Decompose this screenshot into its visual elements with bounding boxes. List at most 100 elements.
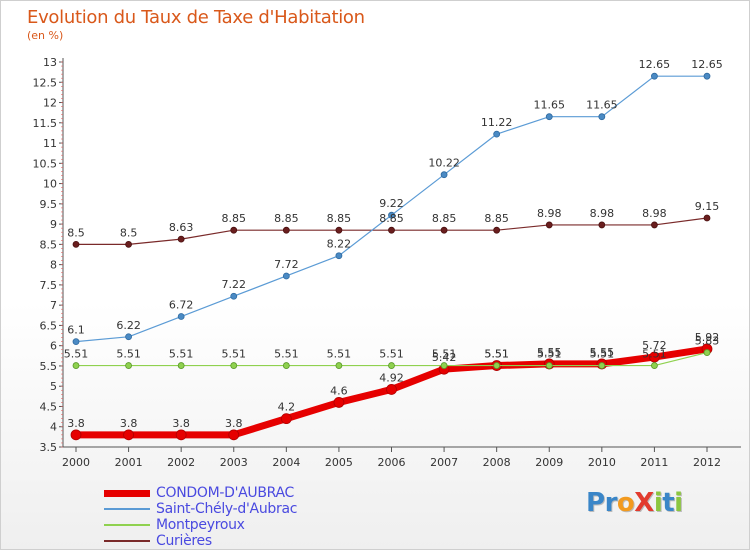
data-point [388, 362, 395, 369]
data-point [598, 362, 606, 369]
data-label: 8.98 [537, 207, 562, 220]
data-label: 8.85 [379, 212, 404, 225]
data-point [230, 226, 238, 234]
data-label: 5.51 [274, 348, 299, 361]
x-tick-label: 2009 [535, 456, 563, 469]
x-tick-label: 2004 [272, 456, 300, 469]
data-label: 5.51 [379, 348, 404, 361]
data-point [440, 362, 448, 369]
data-label: 5.51 [222, 348, 247, 361]
data-point [123, 429, 134, 441]
y-tick-label: 10 [43, 178, 57, 191]
legend-label: Saint-Chély-d'Aubrac [156, 501, 298, 517]
data-point [230, 292, 238, 300]
data-point [493, 226, 501, 234]
series-2 [72, 349, 711, 369]
data-point [598, 113, 606, 121]
axes: 3.5 4 4.5 5 5.5 6 6.5 7 7.5 8 8.5 9 9.5 10 10.5 11 11.5 1… [33, 56, 741, 469]
data-point [545, 221, 553, 229]
data-point [72, 362, 80, 369]
data-label: 11.65 [534, 99, 566, 112]
y-tick-label: 11 [43, 137, 57, 150]
y-tick-label: 12 [43, 97, 57, 110]
data-label: 8.98 [590, 207, 615, 220]
data-point [282, 272, 290, 280]
data-label: 5.51 [327, 348, 352, 361]
data-label: 6.22 [116, 319, 141, 332]
y-tick-label: 6.5 [40, 319, 58, 332]
legend-label: Curières [156, 533, 212, 549]
data-label: 5.55 [537, 346, 562, 359]
x-tick-label: 2001 [115, 456, 143, 469]
legend-label: CONDOM-D'AUBRAC [156, 485, 295, 501]
data-point [703, 72, 711, 80]
data-point [282, 362, 290, 369]
data-label: 5.72 [642, 339, 667, 352]
data-point [703, 214, 711, 222]
x-tick-label: 2000 [62, 456, 90, 469]
data-label: 4.6 [330, 384, 348, 397]
data-label: 5.42 [432, 351, 457, 364]
y-tick-label: 4 [50, 421, 57, 434]
data-label: 3.8 [225, 417, 243, 430]
data-point [703, 349, 711, 356]
y-tick-label: 4.5 [40, 400, 58, 413]
data-label: 9.22 [379, 197, 404, 210]
data-label: 8.85 [327, 212, 352, 225]
data-point [388, 211, 395, 219]
logo-letter: i [674, 488, 683, 518]
data-label: 4.2 [278, 401, 296, 414]
legend-swatch [104, 489, 150, 497]
y-tick-label: 12.5 [33, 76, 58, 89]
y-tick-label: 8 [50, 259, 57, 272]
data-label: 5.55 [590, 346, 615, 359]
data-label: 8.85 [274, 212, 299, 225]
legend-item: Montpeyroux [104, 517, 297, 533]
legend-swatch [104, 508, 150, 510]
data-label: 5.51 [432, 348, 457, 361]
x-tick-label: 2005 [325, 456, 353, 469]
y-tick-label: 9 [50, 218, 57, 231]
data-point [651, 72, 658, 80]
data-point [177, 235, 185, 243]
y-tick-label: 5.5 [40, 360, 58, 373]
logo-letter: r [604, 488, 618, 518]
data-label: 12.65 [639, 58, 671, 71]
data-point [125, 362, 132, 369]
logo-letter: o [616, 488, 635, 518]
data-point [335, 226, 343, 234]
legend-item: Curières [104, 533, 297, 549]
y-tick-label: 10.5 [33, 157, 58, 170]
data-label: 9.15 [695, 200, 720, 213]
data-point [386, 384, 397, 395]
y-tick-label: 9.5 [40, 198, 58, 211]
data-point [598, 221, 606, 229]
series-1 [72, 72, 711, 346]
logo-letter: i [653, 488, 663, 518]
data-point [282, 226, 290, 234]
data-point [493, 362, 501, 369]
data-label: 8.85 [484, 212, 509, 225]
data-label: 5.51 [590, 348, 615, 361]
y-tick-label: 3.5 [40, 441, 58, 454]
data-label: 7.72 [274, 258, 299, 271]
x-tick-label: 2003 [220, 456, 248, 469]
data-label: 8.85 [222, 212, 247, 225]
data-label: 8.85 [432, 212, 457, 225]
data-labels-layer: 3.8 3.8 3.8 3.84.24.64.925.42 5.51 5.55 5.555.… [64, 58, 723, 430]
chart-unit: (en %) [27, 29, 64, 42]
data-label: 3.8 [120, 417, 138, 430]
data-point [335, 252, 343, 260]
data-point [72, 240, 80, 248]
data-label: 8.98 [642, 207, 667, 220]
y-tick-label: 5 [50, 380, 57, 393]
data-point [280, 413, 292, 425]
data-point [72, 338, 80, 346]
data-point [70, 429, 82, 441]
data-point [175, 429, 187, 441]
data-point [651, 362, 658, 369]
data-label: 5.92 [695, 331, 720, 344]
y-tick-label: 6 [50, 340, 57, 353]
